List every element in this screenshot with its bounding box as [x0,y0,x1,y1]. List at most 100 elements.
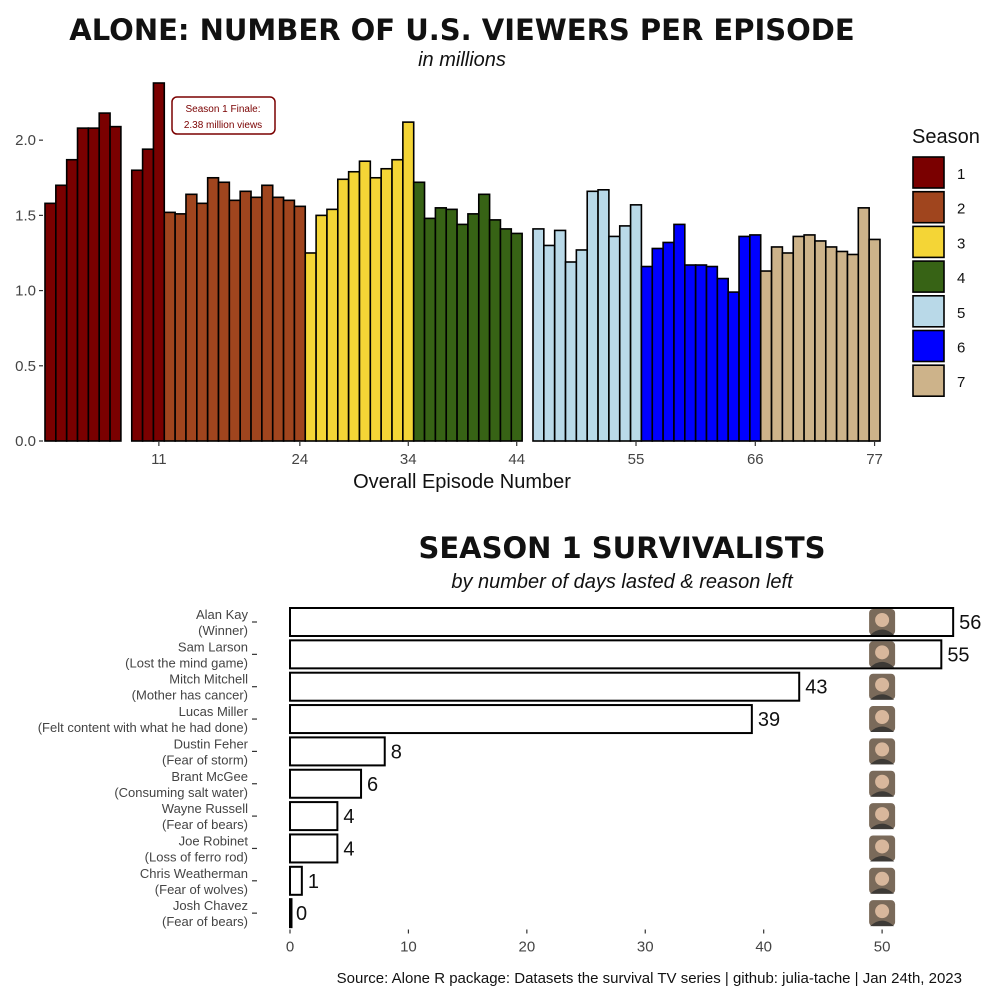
bar-season-7-ep-69 [781,252,795,442]
value-label: 56 [959,612,981,634]
bar-season-5-ep-47 [543,244,556,442]
bar-season-2-ep-21 [261,184,274,442]
bar-season-4-ep-44 [510,232,523,442]
bar-season-2-ep-15 [196,202,209,442]
photo-icon [869,641,896,668]
legend-label-season-1: 1 [957,166,965,183]
bar-season-2-ep-16 [206,176,220,442]
survivor-name: Wayne Russell [162,801,248,816]
bar-season-5-ep-55 [629,204,643,442]
photo-icon [869,835,896,862]
bar-season-1-ep-7 [109,125,122,442]
bar-season-1-ep-10 [141,148,155,442]
bar-season-3-ep-25 [304,252,317,442]
bar-season-6-ep-57 [651,247,664,442]
survivor-bar [289,736,386,767]
legend-label-season-6: 6 [957,340,965,357]
bar-series-group [44,82,881,442]
y-tick-label: 0.5 [15,358,36,375]
bar-season-7-ep-73 [824,246,838,442]
photo-icon [869,673,896,700]
x-tick-label: 34 [400,451,417,468]
bar-season-6-ep-59 [673,223,686,442]
bar-season-1-ep-9 [130,169,144,442]
bar-season-1-ep-11 [152,82,166,442]
bar-season-7-ep-77 [868,238,881,442]
x-axis: 11 24 34 44 55 66 77 [151,442,883,468]
viewers-chart: ALONE: NUMBER OF U.S. VIEWERS PER EPISOD… [15,13,980,493]
survivor-reason: (Consuming salt water) [114,785,248,800]
photo-icon [869,609,896,635]
y-axis: Alan Kay(Winner)Sam Larson(Lost the mind… [38,607,257,929]
legend-title: Season [912,126,980,148]
photo-icon [869,803,896,830]
photo-icon [869,867,896,894]
legend-swatch-season-4 [912,260,945,293]
bar-season-4-ep-42 [488,219,502,442]
x-tick-label: 77 [866,451,883,468]
bar-season-6-ep-61 [694,264,708,442]
bar-season-2-ep-18 [228,199,241,442]
value-label: 4 [343,838,354,860]
y-axis: 0.0 0.5 1.0 1.5 2.0 [15,132,43,450]
annotation-line-2: 2.38 million views [184,120,262,131]
survivor-bar [289,704,753,735]
survivor-reason: (Lost the mind game) [125,655,248,670]
survivor-name: Chris Weatherman [140,866,248,881]
bar-season-6-ep-58 [662,241,675,442]
bar-season-5-ep-49 [564,261,578,442]
y-tick-label: 2.0 [15,132,36,149]
bar-season-1-ep-1 [44,202,57,442]
x-tick-label: 10 [400,939,417,956]
bar-season-2-ep-22 [271,196,285,442]
bar-season-6-ep-62 [705,265,719,442]
value-label: 55 [947,644,969,666]
bar-season-3-ep-28 [336,178,350,442]
bar-season-4-ep-39 [456,223,469,442]
bar-season-4-ep-37 [434,207,448,442]
survivor-reason: (Fear of wolves) [155,882,248,897]
y-tick-label: 0.0 [15,433,36,450]
bar-season-4-ep-36 [423,217,437,442]
bar-season-7-ep-72 [814,240,827,442]
bar-season-6-ep-65 [738,235,751,442]
x-tick-label: 0 [286,939,294,956]
survivor-reason: (Fear of storm) [162,752,248,767]
survivor-reason: (Winner) [198,623,248,638]
bar-season-7-ep-71 [803,234,816,442]
survivor-bar [289,768,363,799]
x-tick-label: 66 [747,451,764,468]
x-tick-label: 30 [637,939,654,956]
annotation-line-1: Season 1 Finale: [185,104,260,115]
y-tick-label: 1.0 [15,283,36,300]
x-tick-label: 44 [508,451,525,468]
survivor-name: Dustin Feher [174,736,249,751]
value-label: 0 [296,903,307,925]
bar-season-7-ep-75 [846,253,860,442]
x-tick-label: 11 [151,451,167,468]
bar-season-3-ep-33 [391,158,404,442]
legend-label-season-5: 5 [957,305,965,322]
bar-season-4-ep-43 [499,228,513,442]
survivor-reason: (Mother has cancer) [132,688,248,703]
bar-season-3-ep-30 [358,160,372,442]
bar-season-3-ep-31 [369,176,382,442]
survivor-name: Joe Robinet [179,833,249,848]
value-label: 8 [391,741,402,763]
bar-season-2-ep-13 [174,213,187,442]
bar-season-5-ep-48 [553,229,567,442]
survivor-reason: (Fear of bears) [162,914,248,929]
bar-season-5-ep-51 [586,190,599,442]
x-tick-label: 20 [518,939,535,956]
chart-title: ALONE: NUMBER OF U.S. VIEWERS PER EPISOD… [69,13,854,47]
survivor-bar [289,607,955,637]
x-tick-label: 24 [291,451,308,468]
survivor-name: Brant McGee [171,769,248,784]
bar-season-3-ep-34 [402,121,415,442]
bar-season-4-ep-40 [467,213,480,442]
photo-icon [869,738,896,765]
bar-season-5-ep-52 [597,189,610,442]
bar-season-2-ep-12 [163,211,176,442]
bar-season-5-ep-53 [608,235,621,442]
